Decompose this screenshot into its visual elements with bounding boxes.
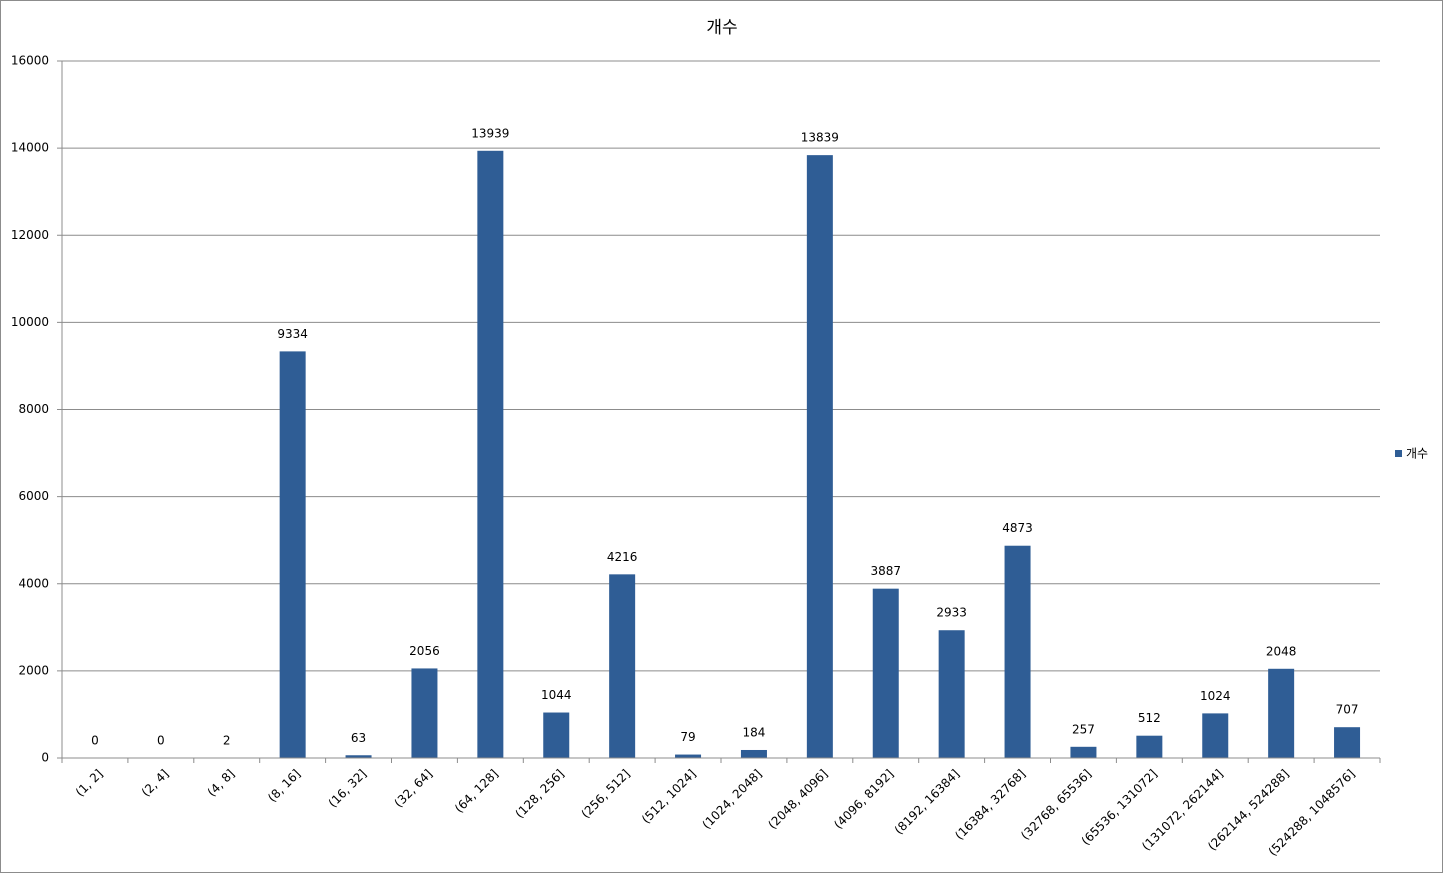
bar	[1070, 746, 1097, 758]
data-label: 3887	[870, 564, 901, 578]
bar	[1268, 668, 1295, 758]
data-label: 707	[1336, 703, 1359, 717]
bar	[279, 351, 306, 758]
bar	[1202, 713, 1229, 758]
data-label: 4216	[607, 550, 638, 564]
data-label: 2056	[409, 644, 440, 658]
bar	[1004, 545, 1031, 758]
data-label: 9334	[277, 327, 308, 341]
y-tick-label: 0	[41, 751, 49, 765]
bar	[872, 588, 899, 758]
data-label: 79	[680, 730, 695, 744]
y-tick-label: 14000	[11, 141, 49, 155]
y-tick-label: 12000	[11, 228, 49, 242]
y-tick-label: 2000	[18, 663, 49, 677]
data-label: 63	[351, 731, 366, 745]
data-label: 257	[1072, 722, 1095, 736]
data-label: 2048	[1266, 644, 1297, 658]
bar	[740, 749, 767, 758]
data-label: 13839	[801, 131, 839, 145]
bar	[806, 155, 833, 759]
y-tick-label: 8000	[18, 402, 49, 416]
data-label: 0	[157, 734, 165, 748]
bar	[609, 574, 636, 758]
data-label: 1044	[541, 688, 572, 702]
data-label: 2933	[936, 606, 967, 620]
bar	[543, 712, 570, 758]
data-label: 1024	[1200, 689, 1231, 703]
bar	[938, 630, 965, 758]
data-label: 512	[1138, 711, 1161, 725]
bar	[477, 150, 504, 758]
chart-title: 개수	[706, 18, 737, 38]
data-label: 184	[742, 725, 765, 739]
legend-swatch	[1395, 450, 1402, 457]
y-tick-label: 6000	[18, 489, 49, 503]
y-tick-label: 16000	[11, 54, 49, 68]
bar	[345, 755, 372, 758]
bar	[411, 668, 438, 758]
legend-label: 개수	[1406, 447, 1428, 461]
y-tick-label: 4000	[18, 576, 49, 590]
bar	[1334, 727, 1361, 758]
data-label: 13939	[471, 126, 509, 140]
bar	[1136, 735, 1163, 758]
data-label: 4873	[1002, 521, 1033, 535]
bar	[675, 754, 702, 758]
data-label: 0	[91, 734, 99, 748]
data-label: 2	[223, 733, 231, 747]
y-tick-label: 10000	[11, 315, 49, 329]
